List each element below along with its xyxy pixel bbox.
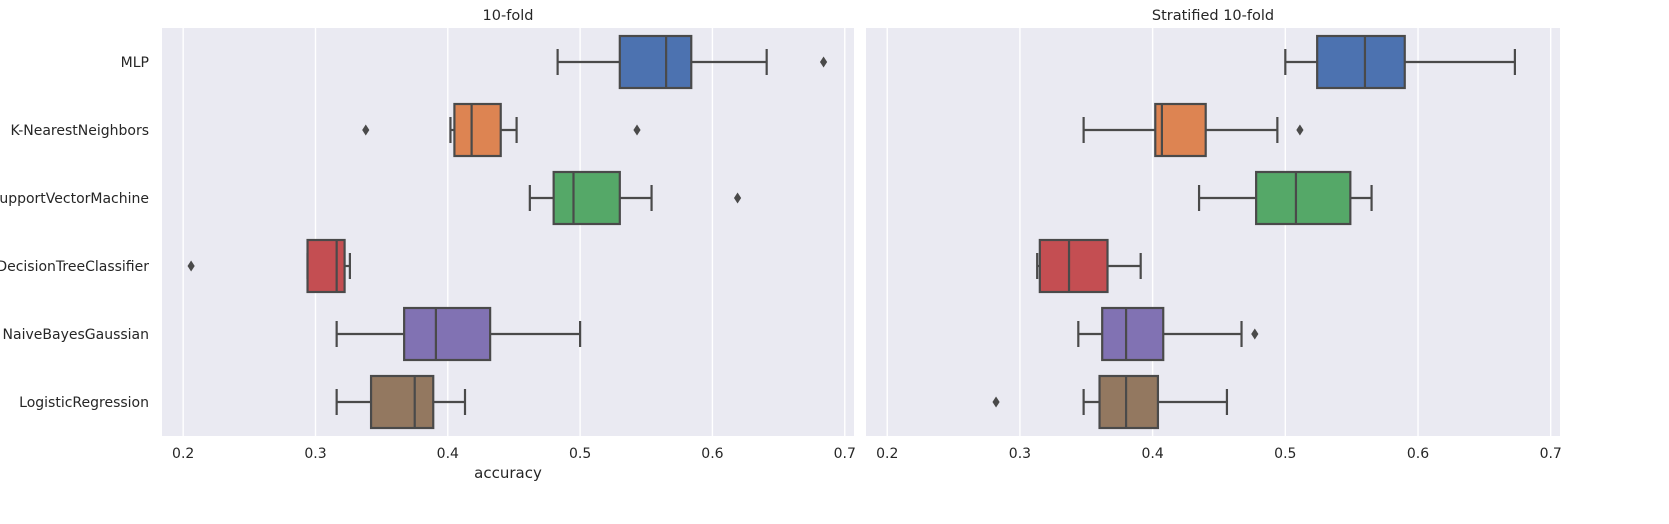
x-tick-label: 0.7 [834, 446, 856, 462]
x-tick-label: 0.3 [304, 446, 326, 462]
panel-title: 10-fold [483, 8, 534, 24]
x-tick-label: 0.6 [701, 446, 723, 462]
iqr-box [1154, 102, 1207, 158]
iqr-box [1316, 34, 1406, 90]
box-k-nearestneighbors [362, 102, 641, 158]
x-tick-label: 0.6 [1407, 446, 1429, 462]
x-tick-label: 0.4 [1141, 446, 1163, 462]
outlier-point [633, 124, 641, 136]
iqr-box [403, 306, 492, 362]
outlier-point [187, 260, 195, 272]
x-tick-label: 0.7 [1540, 446, 1562, 462]
box-naivebayesgaussian [1077, 306, 1259, 362]
category-label: NaiveBayesGaussian [3, 327, 149, 343]
category-label: LogisticRegression [19, 395, 149, 411]
x-tick-label: 0.5 [1274, 446, 1296, 462]
x-tick-label: 0.5 [569, 446, 591, 462]
outlier-point [992, 396, 1000, 408]
box-supportvectormachine [528, 170, 742, 226]
plot-area [162, 28, 854, 436]
outlier-point [733, 192, 742, 204]
box-supportvectormachine [1197, 170, 1373, 226]
box-logisticregression [335, 374, 467, 430]
iqr-box [369, 374, 435, 430]
category-label: K-NearestNeighbors [10, 123, 149, 139]
panel-2: 0.2 0.3 0.4 0.5 0.6 0.7 Stratified 10-fold [866, 8, 1562, 462]
iqr-box [306, 238, 346, 294]
category-label: MLP [121, 55, 149, 71]
category-label: DecisionTreeClassifier [0, 259, 149, 275]
iqr-box [1098, 374, 1160, 430]
box-naivebayesgaussian [335, 306, 582, 362]
x-tick-label: 0.3 [1009, 446, 1031, 462]
box-mlp [556, 34, 828, 90]
iqr-box [1038, 238, 1109, 294]
iqr-box [1255, 170, 1352, 226]
outlier-point [819, 56, 828, 68]
iqr-box [552, 170, 621, 226]
panel-title: Stratified 10-fold [1152, 8, 1274, 24]
x-tick-label: 0.2 [172, 446, 194, 462]
outlier-point [1251, 328, 1259, 340]
outlier-point [1296, 124, 1304, 136]
box-k-nearestneighbors [1082, 102, 1304, 158]
box-logisticregression [992, 374, 1229, 430]
iqr-box [1101, 306, 1165, 362]
panel-1: 0.2 0.3 0.4 0.5 0.6 0.7 10-fold accuracy [162, 8, 856, 482]
plot-area [866, 28, 1560, 436]
iqr-box [453, 102, 502, 158]
box-decisiontreeclassifier [1036, 238, 1142, 294]
category-label: SupportVectorMachine [0, 191, 149, 207]
x-axis-title: accuracy [474, 464, 542, 482]
box-decisiontreeclassifier [187, 238, 351, 294]
iqr-box [618, 34, 693, 90]
x-tick-label: 0.2 [876, 446, 898, 462]
box-mlp [1284, 34, 1516, 90]
outlier-point [362, 124, 370, 136]
x-tick-label: 0.4 [437, 446, 459, 462]
